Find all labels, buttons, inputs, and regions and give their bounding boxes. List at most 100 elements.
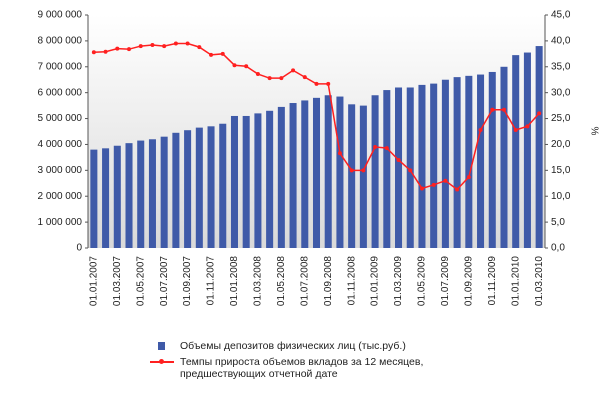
bar bbox=[242, 115, 250, 248]
line-point bbox=[232, 63, 237, 68]
y2-tick-label: 35,0 bbox=[551, 61, 571, 72]
bar bbox=[125, 143, 133, 248]
line-point bbox=[443, 178, 448, 183]
bar bbox=[230, 115, 238, 248]
y2-tick-label: 15,0 bbox=[551, 165, 571, 176]
line-point bbox=[185, 41, 190, 46]
x-tick-label: 01.07.2007 bbox=[159, 256, 170, 306]
legend-swatch bbox=[150, 356, 174, 368]
bar bbox=[406, 87, 414, 248]
bar bbox=[418, 84, 426, 249]
line-point bbox=[220, 51, 225, 56]
bar bbox=[488, 71, 496, 248]
y2-tick-label: 0,0 bbox=[551, 243, 565, 254]
y2-tick-label: 20,0 bbox=[551, 139, 571, 150]
line-point bbox=[127, 47, 132, 52]
y2-tick-label: 10,0 bbox=[551, 191, 571, 202]
line-point bbox=[197, 45, 202, 50]
bar bbox=[148, 139, 156, 248]
y-tick-label: 6 000 000 bbox=[38, 87, 83, 98]
line-point bbox=[384, 146, 389, 151]
bar bbox=[324, 95, 332, 248]
bar bbox=[219, 123, 227, 248]
bar bbox=[195, 127, 203, 248]
line-point bbox=[302, 75, 307, 80]
line-point bbox=[244, 64, 249, 69]
line-point bbox=[431, 182, 436, 187]
bar bbox=[336, 96, 344, 248]
bar bbox=[348, 104, 356, 248]
line-point bbox=[103, 49, 108, 54]
legend-entry: Объемы депозитов физических лиц (тыс.руб… bbox=[150, 340, 510, 352]
x-tick-label: 01.03.2009 bbox=[393, 256, 404, 306]
bar bbox=[359, 105, 367, 248]
y-tick-label: 5 000 000 bbox=[38, 113, 83, 124]
line-point bbox=[115, 46, 120, 51]
bar bbox=[441, 79, 449, 248]
bar bbox=[523, 52, 531, 249]
bar bbox=[383, 90, 391, 248]
legend-label: Объемы депозитов физических лиц (тыс.руб… bbox=[180, 340, 406, 352]
bar bbox=[371, 95, 379, 248]
x-tick-label: 01.03.2010 bbox=[534, 256, 545, 306]
bar bbox=[289, 103, 297, 249]
line-point bbox=[162, 44, 167, 49]
line-point bbox=[279, 76, 284, 81]
line-point bbox=[466, 175, 471, 180]
line-point bbox=[209, 52, 214, 57]
x-tick-label: 01.01.2010 bbox=[510, 256, 521, 306]
x-tick-label: 01.07.2009 bbox=[440, 256, 451, 306]
bar bbox=[430, 83, 438, 248]
bar bbox=[113, 145, 121, 248]
line-point bbox=[537, 111, 542, 116]
bar bbox=[535, 46, 543, 248]
y-tick-label: 9 000 000 bbox=[38, 10, 83, 21]
bar bbox=[184, 130, 192, 248]
bar bbox=[453, 77, 461, 248]
bar bbox=[254, 113, 262, 248]
x-tick-label: 01.05.2008 bbox=[276, 256, 287, 306]
line-point bbox=[349, 168, 354, 173]
x-tick-label: 01.11.2008 bbox=[346, 256, 357, 306]
line-point bbox=[455, 187, 460, 192]
line-point bbox=[396, 157, 401, 162]
bar bbox=[277, 106, 285, 249]
bar bbox=[266, 110, 274, 249]
line-point bbox=[91, 50, 96, 55]
legend-swatch bbox=[150, 340, 174, 352]
y2-axis-label: % bbox=[588, 127, 599, 136]
y2-tick-label: 30,0 bbox=[551, 87, 571, 98]
x-tick-label: 01.11.2007 bbox=[206, 256, 217, 306]
y-tick-label: 7 000 000 bbox=[38, 61, 83, 72]
line-point bbox=[314, 81, 319, 86]
x-tick-label: 01.09.2008 bbox=[323, 256, 334, 306]
line-point bbox=[267, 76, 272, 81]
chart: % 0 1 000 000 2 000 000 3 000 000 4 000 000 5… bbox=[38, 10, 600, 306]
bar bbox=[465, 75, 473, 248]
x-tick-label: 01.01.2009 bbox=[370, 256, 381, 306]
x-tick-label: 01.01.2007 bbox=[88, 256, 99, 306]
line-point bbox=[173, 41, 178, 46]
x-tick-label: 01.09.2009 bbox=[463, 256, 474, 306]
bar bbox=[512, 55, 520, 248]
bar bbox=[137, 140, 145, 248]
bar bbox=[102, 148, 110, 248]
line-point bbox=[501, 107, 506, 112]
line-point bbox=[373, 145, 378, 150]
legend: Объемы депозитов физических лиц (тыс.руб… bbox=[150, 340, 510, 384]
legend-label: Темпы прироста объемов вкладов за 12 мес… bbox=[180, 356, 424, 380]
bar bbox=[477, 74, 485, 249]
line-point bbox=[361, 168, 366, 173]
line-point bbox=[255, 72, 260, 77]
bar bbox=[207, 126, 215, 248]
y2-tick-label: 25,0 bbox=[551, 113, 571, 124]
y-tick-label: 4 000 000 bbox=[38, 139, 83, 150]
x-tick-label: 01.05.2007 bbox=[135, 256, 146, 306]
bar bbox=[500, 66, 508, 249]
bar bbox=[301, 100, 309, 248]
x-tick-label: 01.03.2008 bbox=[253, 256, 264, 306]
y2-tick-label: 5,0 bbox=[551, 217, 565, 228]
x-tick-label: 01.11.2009 bbox=[487, 256, 498, 306]
line-point bbox=[138, 44, 143, 49]
